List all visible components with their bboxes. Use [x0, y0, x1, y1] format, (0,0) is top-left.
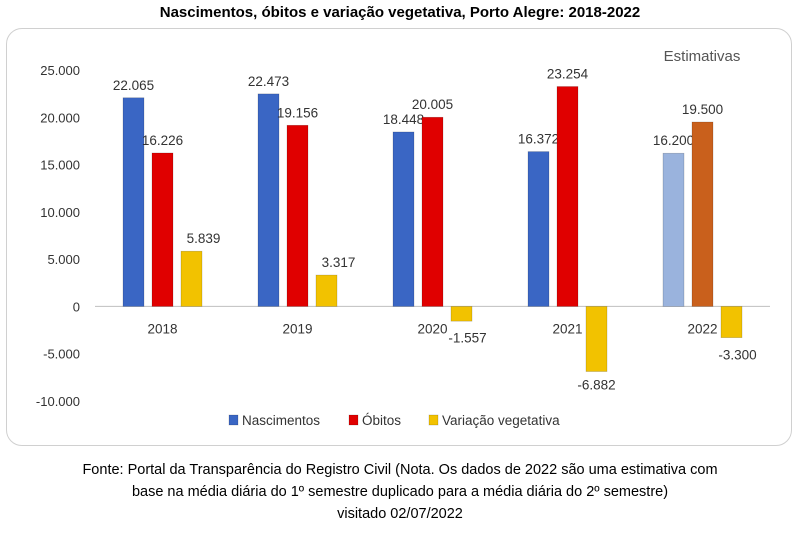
- bar-óbitos-2019: [286, 124, 309, 307]
- legend-label-nascimentos: Nascimentos: [242, 413, 320, 428]
- bar-variação-vegetativa-2018: [180, 250, 203, 307]
- y-tick-label: 10.000: [40, 205, 80, 220]
- bar-nascimentos-2022: [662, 152, 685, 307]
- bar-variação-vegetativa-2020: [450, 306, 473, 322]
- bar-óbitos-2022: [691, 121, 714, 307]
- legend-swatch-obitos: [348, 414, 359, 426]
- bar-nascimentos-2018: [122, 97, 145, 307]
- y-tick-label: 0: [73, 299, 80, 314]
- y-tick-label: -10.000: [36, 394, 80, 409]
- data-label: 18.448: [383, 112, 424, 127]
- data-label: -6.882: [577, 378, 615, 393]
- legend-label-obitos: Óbitos: [362, 413, 401, 428]
- chart-title: Nascimentos, óbitos e variação vegetativ…: [159, 4, 641, 21]
- data-label: 19.500: [682, 102, 723, 117]
- legend-label-variacao: Variação vegetativa: [442, 413, 560, 428]
- x-tick-label: 2022: [687, 321, 717, 336]
- y-tick-label: 25.000: [40, 63, 80, 78]
- data-label: 3.317: [322, 255, 356, 270]
- bar-chart: 25.000 20.000 15.000 10.000 5.000 0 -5.000 -10.…: [36, 48, 770, 428]
- bar-óbitos-2018: [151, 152, 174, 307]
- data-label: 20.005: [412, 97, 453, 112]
- x-tick-label: 2018: [147, 321, 177, 336]
- data-label: 5.839: [187, 231, 221, 246]
- data-label: 22.065: [113, 78, 154, 93]
- data-label: 16.226: [142, 133, 183, 148]
- bar-variação-vegetativa-2019: [315, 274, 338, 307]
- legend-swatch-variacao: [428, 414, 439, 426]
- data-label: 23.254: [547, 67, 589, 82]
- estimate-annotation: Estimativas: [664, 48, 741, 65]
- source-line-3: visitado 02/07/2022: [337, 506, 463, 522]
- bar-variação-vegetativa-2021: [585, 306, 608, 372]
- bar-nascimentos-2019: [257, 93, 280, 307]
- data-label: 19.156: [277, 105, 318, 120]
- x-tick-label: 2021: [552, 321, 582, 336]
- data-label: -1.557: [448, 330, 486, 345]
- data-label: 16.372: [518, 132, 559, 147]
- data-label: 16.200: [653, 133, 694, 148]
- legend-swatch-nascimentos: [228, 414, 239, 426]
- data-label: 22.473: [248, 74, 289, 89]
- source-line-1: Fonte: Portal da Transparência do Regist…: [82, 462, 718, 478]
- data-label: -3.300: [718, 348, 756, 363]
- bar-variação-vegetativa-2022: [720, 306, 743, 338]
- y-tick-label: -5.000: [43, 347, 80, 362]
- y-tick-label: 20.000: [40, 110, 80, 125]
- y-tick-label: 15.000: [40, 158, 80, 173]
- source-note: Fonte: Portal da Transparência do Regist…: [0, 459, 800, 525]
- x-tick-label: 2019: [282, 321, 312, 336]
- y-tick-label: 5.000: [47, 252, 80, 267]
- bar-óbitos-2020: [421, 116, 444, 307]
- bar-óbitos-2021: [556, 86, 579, 307]
- bar-nascimentos-2020: [392, 131, 415, 307]
- x-tick-label: 2020: [417, 321, 447, 336]
- source-line-2: base na média diária do 1º semestre dupl…: [131, 484, 669, 500]
- bar-nascimentos-2021: [527, 151, 550, 307]
